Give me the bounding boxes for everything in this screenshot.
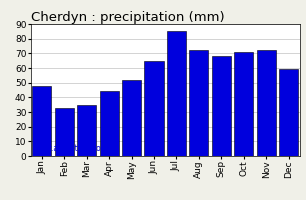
Bar [212,56,231,156]
Text: Cherdyn : precipitation (mm): Cherdyn : precipitation (mm) [31,11,224,24]
Bar [144,61,163,156]
Bar [167,31,186,156]
Text: www.allmetsat.com: www.allmetsat.com [33,144,108,153]
Bar [189,50,208,156]
Bar [77,105,96,156]
Bar [122,80,141,156]
Bar [279,69,298,156]
Bar [234,52,253,156]
Bar [55,108,74,156]
Bar [257,50,276,156]
Bar [100,91,119,156]
Bar [32,86,51,156]
